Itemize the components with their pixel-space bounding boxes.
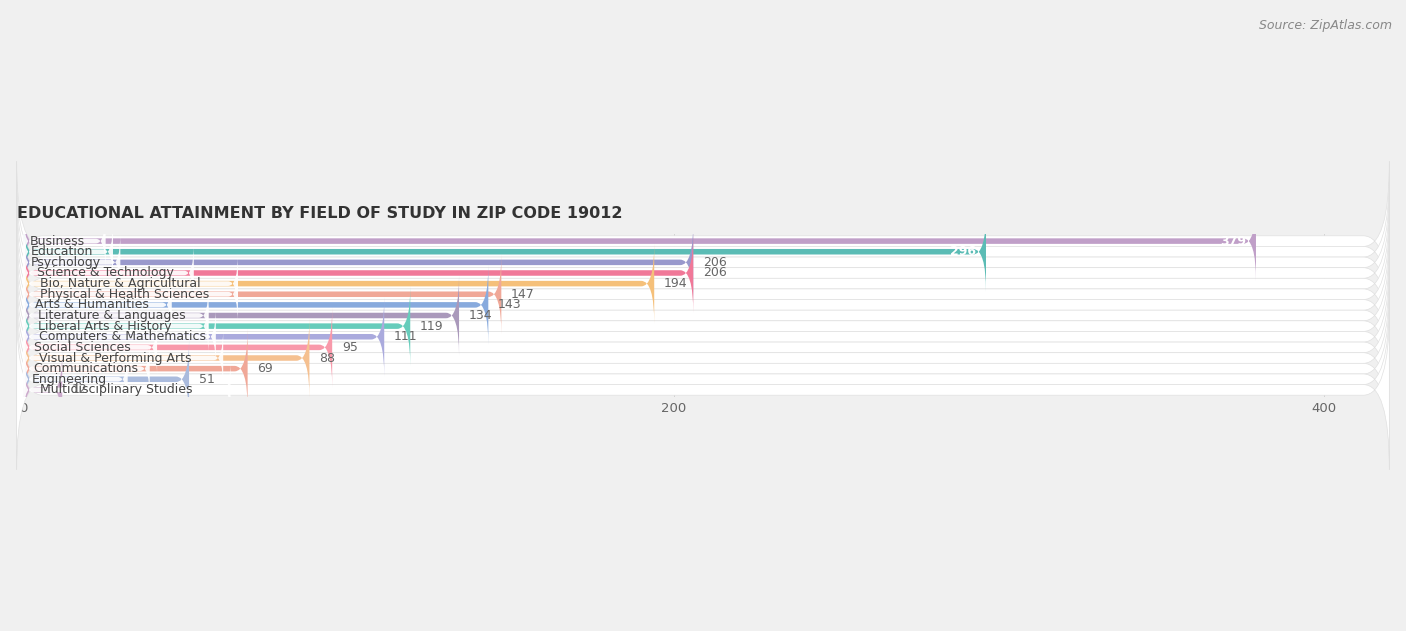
Text: 379: 379 [1220, 235, 1246, 247]
FancyBboxPatch shape [22, 254, 238, 313]
FancyBboxPatch shape [17, 215, 1389, 374]
Text: 111: 111 [394, 330, 418, 343]
FancyBboxPatch shape [22, 318, 157, 377]
FancyBboxPatch shape [22, 307, 217, 366]
FancyBboxPatch shape [22, 339, 188, 419]
FancyBboxPatch shape [22, 222, 112, 281]
Text: Business: Business [30, 235, 84, 247]
Text: Multidisciplinary Studies: Multidisciplinary Studies [39, 384, 193, 396]
Text: Bio, Nature & Agricultural: Bio, Nature & Agricultural [41, 277, 201, 290]
Text: 95: 95 [342, 341, 357, 354]
FancyBboxPatch shape [22, 211, 105, 271]
FancyBboxPatch shape [22, 233, 693, 313]
Text: 69: 69 [257, 362, 273, 375]
Text: Arts & Humanities: Arts & Humanities [35, 298, 149, 311]
Text: Communications: Communications [34, 362, 138, 375]
FancyBboxPatch shape [22, 286, 411, 366]
FancyBboxPatch shape [22, 275, 172, 334]
FancyBboxPatch shape [22, 244, 194, 302]
Text: 88: 88 [319, 351, 335, 365]
FancyBboxPatch shape [22, 297, 384, 377]
Text: Physical & Health Sciences: Physical & Health Sciences [41, 288, 209, 301]
Text: Literature & Languages: Literature & Languages [38, 309, 186, 322]
FancyBboxPatch shape [17, 204, 1389, 363]
FancyBboxPatch shape [17, 300, 1389, 459]
Text: 206: 206 [703, 266, 727, 280]
Text: 147: 147 [512, 288, 534, 301]
FancyBboxPatch shape [22, 329, 224, 387]
FancyBboxPatch shape [17, 225, 1389, 384]
FancyBboxPatch shape [22, 265, 488, 345]
FancyBboxPatch shape [17, 278, 1389, 438]
FancyBboxPatch shape [22, 212, 986, 292]
FancyBboxPatch shape [22, 329, 247, 408]
FancyBboxPatch shape [22, 339, 149, 398]
FancyBboxPatch shape [17, 162, 1389, 321]
Text: 51: 51 [198, 373, 215, 386]
FancyBboxPatch shape [22, 276, 458, 355]
Text: Psychology: Psychology [31, 256, 101, 269]
Text: Source: ZipAtlas.com: Source: ZipAtlas.com [1258, 19, 1392, 32]
FancyBboxPatch shape [22, 286, 208, 345]
Text: Science & Technology: Science & Technology [37, 266, 174, 280]
FancyBboxPatch shape [22, 297, 208, 356]
Text: 296: 296 [950, 245, 976, 258]
Text: Liberal Arts & History: Liberal Arts & History [38, 320, 172, 333]
Text: Education: Education [31, 245, 93, 258]
Text: 12: 12 [72, 384, 87, 396]
FancyBboxPatch shape [17, 310, 1389, 469]
Text: 119: 119 [420, 320, 444, 333]
FancyBboxPatch shape [17, 247, 1389, 406]
FancyBboxPatch shape [22, 350, 62, 430]
FancyBboxPatch shape [17, 268, 1389, 427]
FancyBboxPatch shape [22, 233, 121, 292]
FancyBboxPatch shape [22, 308, 332, 387]
FancyBboxPatch shape [17, 257, 1389, 416]
Text: 143: 143 [498, 298, 522, 311]
Text: Visual & Performing Arts: Visual & Performing Arts [39, 351, 191, 365]
FancyBboxPatch shape [17, 172, 1389, 331]
Text: 134: 134 [468, 309, 492, 322]
Text: 206: 206 [703, 256, 727, 269]
Text: 194: 194 [664, 277, 688, 290]
Text: Computers & Mathematics: Computers & Mathematics [38, 330, 205, 343]
Text: Social Sciences: Social Sciences [34, 341, 131, 354]
FancyBboxPatch shape [22, 223, 693, 302]
FancyBboxPatch shape [17, 193, 1389, 353]
FancyBboxPatch shape [17, 182, 1389, 342]
Text: EDUCATIONAL ATTAINMENT BY FIELD OF STUDY IN ZIP CODE 19012: EDUCATIONAL ATTAINMENT BY FIELD OF STUDY… [17, 206, 623, 220]
FancyBboxPatch shape [22, 350, 128, 409]
FancyBboxPatch shape [22, 244, 654, 323]
FancyBboxPatch shape [22, 265, 238, 324]
FancyBboxPatch shape [22, 318, 309, 398]
Text: Engineering: Engineering [31, 373, 107, 386]
FancyBboxPatch shape [17, 289, 1389, 449]
FancyBboxPatch shape [22, 254, 502, 334]
FancyBboxPatch shape [22, 201, 1256, 281]
FancyBboxPatch shape [22, 360, 231, 420]
FancyBboxPatch shape [17, 236, 1389, 395]
